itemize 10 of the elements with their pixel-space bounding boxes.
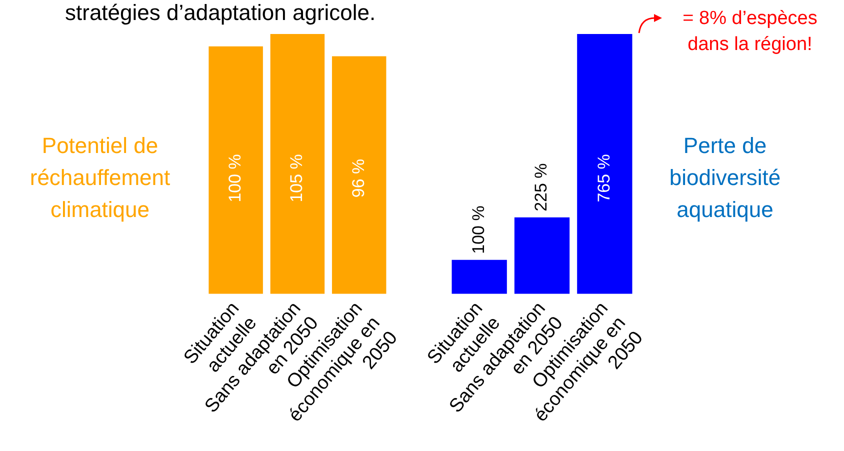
data-label: 96 % bbox=[348, 158, 368, 198]
text: = 8% d’espèces dans la région! bbox=[682, 7, 818, 57]
chart-title: stratégies d’adaptation agricole. bbox=[65, 0, 376, 26]
data-label: 100 % bbox=[469, 206, 488, 254]
data-label: 105 % bbox=[287, 154, 306, 202]
y-axis-title: Perte de biodiversité aquatique bbox=[668, 132, 782, 224]
data-label: 765 % bbox=[594, 154, 614, 202]
data-label: 225 % bbox=[532, 163, 551, 212]
data-label: 100 % bbox=[226, 154, 245, 202]
y-axis-title: Potentiel de réchauffement climatique bbox=[28, 132, 172, 224]
